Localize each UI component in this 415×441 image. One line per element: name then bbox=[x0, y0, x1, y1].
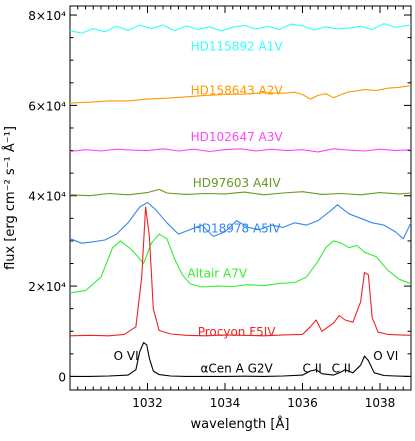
series-label: Procyon F5IV bbox=[198, 325, 277, 339]
series-line bbox=[69, 206, 412, 337]
series-label: HD18978 A5IV bbox=[193, 221, 282, 235]
series-label: αCen A G2V bbox=[200, 361, 273, 375]
series-labels: HD115892 A1V HD158643 A2V HD102647 A3V HD97… bbox=[187, 40, 283, 376]
x-axis-label: wavelength [Å] bbox=[191, 416, 290, 432]
line-annotation: C II bbox=[332, 361, 351, 375]
series-line bbox=[69, 233, 412, 294]
y-axis-label: flux [erg cm⁻² s⁻¹ Å⁻¹] bbox=[2, 126, 18, 270]
y-tick-label: 6×10⁴ bbox=[28, 99, 66, 113]
axis-ticks: 1032 1034 1036 1038 0 2×10⁴ 4×10⁴ 6×10⁴ 8×10⁴ bbox=[28, 6, 412, 410]
series-label: HD158643 A2V bbox=[191, 83, 284, 97]
y-tick-label: 2×10⁴ bbox=[28, 280, 66, 294]
line-annotation: O VI bbox=[373, 349, 398, 363]
y-tick-label: 4×10⁴ bbox=[28, 190, 66, 204]
series-line bbox=[69, 201, 412, 244]
x-tick-label: 1038 bbox=[365, 396, 396, 410]
series-line bbox=[69, 188, 412, 197]
series-group bbox=[69, 23, 412, 377]
series-line bbox=[70, 342, 412, 377]
series-line bbox=[69, 23, 412, 34]
series-label: HD97603 A4IV bbox=[193, 176, 282, 190]
series-line bbox=[69, 148, 412, 153]
series-label: HD102647 A3V bbox=[191, 130, 284, 144]
line-annotations: O VI C II C II O VI bbox=[114, 349, 399, 375]
series-label: HD115892 A1V bbox=[191, 40, 284, 54]
x-tick-label: 1032 bbox=[132, 396, 163, 410]
y-tick-label: 0 bbox=[58, 370, 66, 384]
line-annotation: O VI bbox=[114, 349, 139, 363]
series-label: Altair A7V bbox=[187, 266, 248, 280]
y-tick-label: 8×10⁴ bbox=[28, 9, 66, 23]
line-annotation: C II bbox=[303, 361, 322, 375]
x-tick-label: 1036 bbox=[287, 396, 318, 410]
series-line bbox=[69, 84, 412, 104]
x-tick-label: 1034 bbox=[210, 396, 241, 410]
